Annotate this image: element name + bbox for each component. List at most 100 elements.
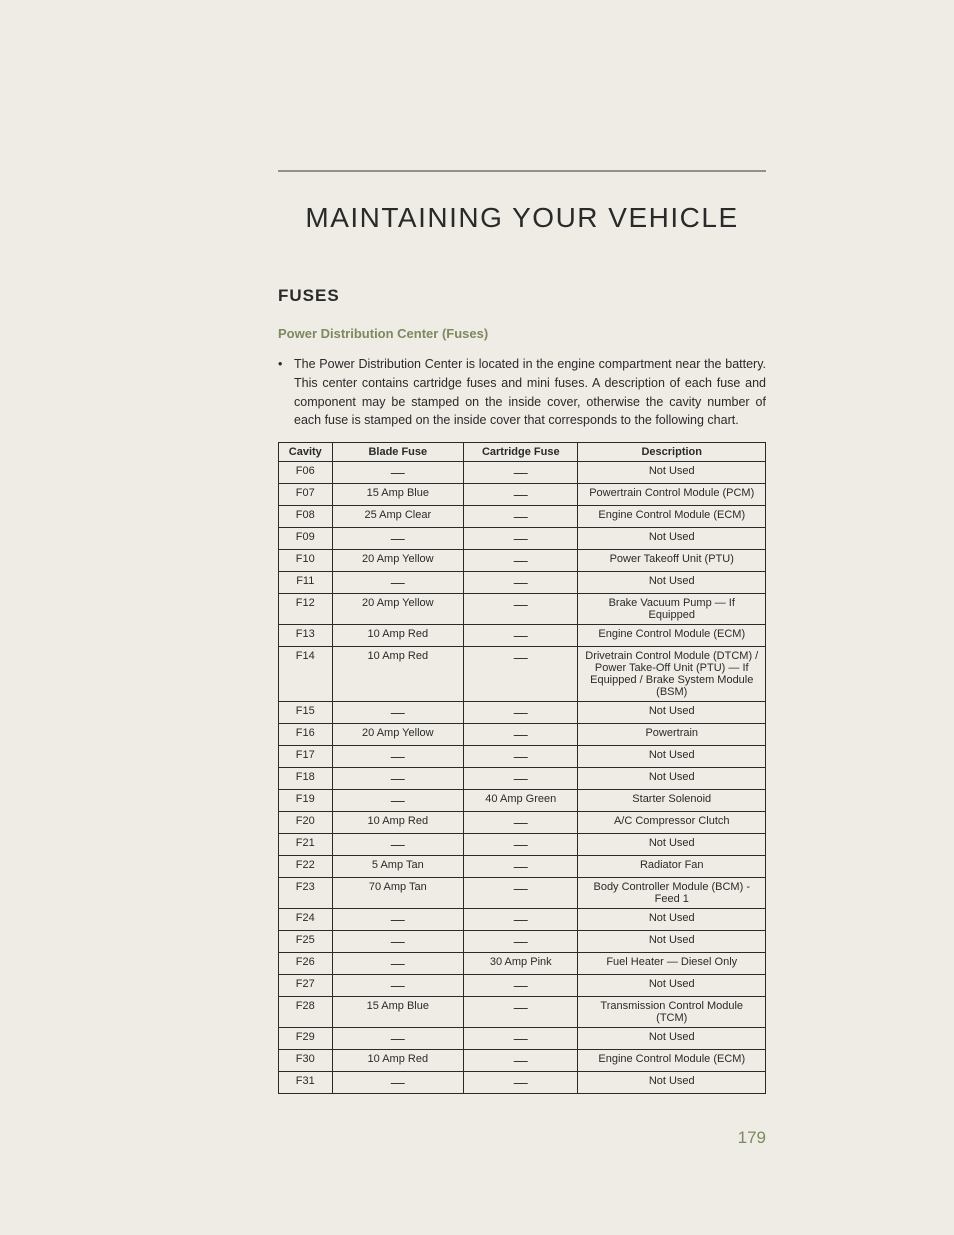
table-row: F0715 Amp Blue—Powertrain Control Module… xyxy=(279,484,766,506)
table-row: F1220 Amp Yellow—Brake Vacuum Pump — If … xyxy=(279,594,766,625)
cell-cavity: F29 xyxy=(279,1028,333,1050)
cell-cavity: F06 xyxy=(279,462,333,484)
cell-blade: 10 Amp Red xyxy=(332,647,463,702)
cell-description: Body Controller Module (BCM) - Feed 1 xyxy=(578,878,766,909)
cell-blade: — xyxy=(332,953,463,975)
cell-description: Powertrain Control Module (PCM) xyxy=(578,484,766,506)
cell-blade: 20 Amp Yellow xyxy=(332,550,463,572)
cell-cavity: F24 xyxy=(279,909,333,931)
cell-blade: — xyxy=(332,975,463,997)
page-content: MAINTAINING YOUR VEHICLE FUSES Power Dis… xyxy=(0,0,954,1094)
cell-cartridge: — xyxy=(464,909,578,931)
cell-description: Powertrain xyxy=(578,724,766,746)
cell-blade: — xyxy=(332,931,463,953)
cell-description: Not Used xyxy=(578,834,766,856)
table-row: F21——Not Used xyxy=(279,834,766,856)
cell-blade: — xyxy=(332,1072,463,1094)
cell-cartridge: — xyxy=(464,975,578,997)
cell-description: Not Used xyxy=(578,1072,766,1094)
subsection-header: Power Distribution Center (Fuses) xyxy=(278,326,766,341)
section-header: FUSES xyxy=(278,286,766,306)
cell-cartridge: — xyxy=(464,878,578,909)
header-blade: Blade Fuse xyxy=(332,443,463,462)
intro-paragraph: The Power Distribution Center is located… xyxy=(278,355,766,430)
cell-blade: — xyxy=(332,909,463,931)
cell-description: Not Used xyxy=(578,768,766,790)
table-row: F29——Not Used xyxy=(279,1028,766,1050)
table-row: F1410 Amp Red—Drivetrain Control Module … xyxy=(279,647,766,702)
fuse-table: Cavity Blade Fuse Cartridge Fuse Descrip… xyxy=(278,442,766,1094)
cell-cartridge: — xyxy=(464,856,578,878)
cell-cavity: F30 xyxy=(279,1050,333,1072)
header-cavity: Cavity xyxy=(279,443,333,462)
cell-cavity: F16 xyxy=(279,724,333,746)
cell-cavity: F19 xyxy=(279,790,333,812)
cell-blade: — xyxy=(332,702,463,724)
cell-cavity: F21 xyxy=(279,834,333,856)
cell-description: Not Used xyxy=(578,528,766,550)
table-row: F11——Not Used xyxy=(279,572,766,594)
cell-blade: 25 Amp Clear xyxy=(332,506,463,528)
cell-description: Power Takeoff Unit (PTU) xyxy=(578,550,766,572)
cell-cavity: F17 xyxy=(279,746,333,768)
cell-cartridge: — xyxy=(464,768,578,790)
cell-blade: — xyxy=(332,790,463,812)
cell-cavity: F25 xyxy=(279,931,333,953)
cell-blade: 10 Amp Red xyxy=(332,812,463,834)
table-row: F31——Not Used xyxy=(279,1072,766,1094)
cell-blade: 15 Amp Blue xyxy=(332,997,463,1028)
cell-cartridge: — xyxy=(464,724,578,746)
cell-cavity: F22 xyxy=(279,856,333,878)
table-row: F3010 Amp Red—Engine Control Module (ECM… xyxy=(279,1050,766,1072)
cell-cavity: F28 xyxy=(279,997,333,1028)
cell-cartridge: — xyxy=(464,702,578,724)
cell-cartridge: — xyxy=(464,484,578,506)
cell-description: Not Used xyxy=(578,1028,766,1050)
cell-blade: 20 Amp Yellow xyxy=(332,594,463,625)
cell-cavity: F11 xyxy=(279,572,333,594)
cell-description: Not Used xyxy=(578,462,766,484)
cell-cartridge: 30 Amp Pink xyxy=(464,953,578,975)
cell-cartridge: — xyxy=(464,594,578,625)
cell-description: Not Used xyxy=(578,975,766,997)
cell-description: Engine Control Module (ECM) xyxy=(578,1050,766,1072)
cell-description: A/C Compressor Clutch xyxy=(578,812,766,834)
cell-cartridge: — xyxy=(464,834,578,856)
top-rule xyxy=(278,170,766,172)
table-row: F2370 Amp Tan—Body Controller Module (BC… xyxy=(279,878,766,909)
cell-cartridge: — xyxy=(464,746,578,768)
cell-description: Fuel Heater — Diesel Only xyxy=(578,953,766,975)
cell-description: Not Used xyxy=(578,702,766,724)
table-row: F1620 Amp Yellow—Powertrain xyxy=(279,724,766,746)
cell-cartridge: — xyxy=(464,812,578,834)
cell-blade: 10 Amp Red xyxy=(332,625,463,647)
cell-cavity: F10 xyxy=(279,550,333,572)
table-row: F19—40 Amp GreenStarter Solenoid xyxy=(279,790,766,812)
table-row: F27——Not Used xyxy=(279,975,766,997)
cell-blade: — xyxy=(332,528,463,550)
cell-blade: 20 Amp Yellow xyxy=(332,724,463,746)
cell-cavity: F09 xyxy=(279,528,333,550)
table-row: F15——Not Used xyxy=(279,702,766,724)
cell-cavity: F15 xyxy=(279,702,333,724)
cell-blade: 5 Amp Tan xyxy=(332,856,463,878)
cell-cartridge: — xyxy=(464,625,578,647)
cell-cartridge: — xyxy=(464,1072,578,1094)
table-row: F06——Not Used xyxy=(279,462,766,484)
cell-cartridge: — xyxy=(464,506,578,528)
cell-cavity: F14 xyxy=(279,647,333,702)
cell-cavity: F23 xyxy=(279,878,333,909)
cell-cavity: F18 xyxy=(279,768,333,790)
table-row: F17——Not Used xyxy=(279,746,766,768)
table-row: F1310 Amp Red—Engine Control Module (ECM… xyxy=(279,625,766,647)
cell-cavity: F20 xyxy=(279,812,333,834)
cell-cartridge: — xyxy=(464,647,578,702)
cell-cartridge: — xyxy=(464,1028,578,1050)
cell-blade: — xyxy=(332,572,463,594)
cell-description: Brake Vacuum Pump — If Equipped xyxy=(578,594,766,625)
cell-cavity: F13 xyxy=(279,625,333,647)
cell-blade: — xyxy=(332,746,463,768)
cell-cavity: F12 xyxy=(279,594,333,625)
cell-description: Not Used xyxy=(578,746,766,768)
cell-description: Not Used xyxy=(578,572,766,594)
